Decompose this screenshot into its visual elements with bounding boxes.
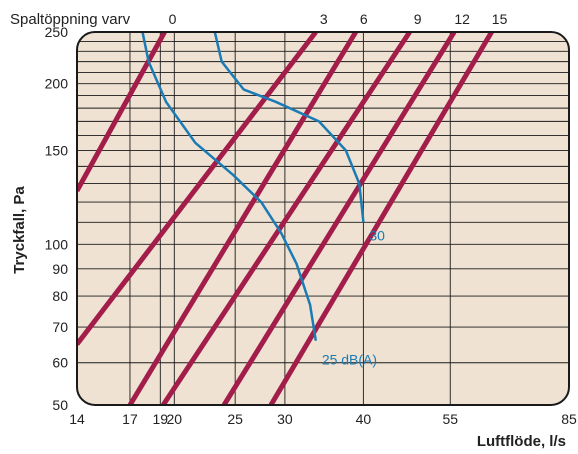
opening-title: Spaltöppning varv xyxy=(10,11,131,28)
sound-curve-0 xyxy=(141,32,318,341)
sound-curve-labels: 25 dB(A) 30 xyxy=(322,227,385,367)
y-tick-150: 150 xyxy=(45,142,69,158)
opening-line-9 xyxy=(161,32,412,405)
y-tick-70: 70 xyxy=(52,319,68,335)
x-tick-30: 30 xyxy=(277,411,293,427)
opening-line-12 xyxy=(221,32,457,405)
sound-curve-1 xyxy=(213,32,365,223)
opening-label-6: 6 xyxy=(360,11,368,27)
plot-background xyxy=(77,32,569,405)
x-tick-40: 40 xyxy=(356,411,372,427)
y-tick-60: 60 xyxy=(52,355,68,371)
sound-curve-label-0: 25 dB(A) xyxy=(322,352,377,368)
x-tick-19: 19 xyxy=(153,411,169,427)
sound-curves xyxy=(141,32,365,341)
x-tick-14: 14 xyxy=(69,411,85,427)
y-tick-80: 80 xyxy=(52,288,68,304)
x-tick-25: 25 xyxy=(227,411,243,427)
opening-label-12: 12 xyxy=(454,11,470,27)
y-tick-labels: 50 60 70 80 90 100 150 200 250 xyxy=(45,24,69,413)
plot-border xyxy=(76,31,570,406)
opening-line-0 xyxy=(77,32,167,193)
horizontal-grid xyxy=(77,32,569,405)
y-tick-200: 200 xyxy=(45,76,69,92)
opening-labels: 0 3 6 9 12 15 xyxy=(169,11,508,27)
sound-curve-label-1: 30 xyxy=(369,227,385,243)
opening-label-0: 0 xyxy=(169,11,177,27)
x-axis-title: Luftflöde, l/s xyxy=(477,433,566,450)
opening-line-3 xyxy=(77,32,318,346)
x-tick-17: 17 xyxy=(122,411,138,427)
opening-label-3: 3 xyxy=(320,11,328,27)
opening-label-9: 9 xyxy=(414,11,422,27)
y-tick-90: 90 xyxy=(52,261,68,277)
opening-lines xyxy=(77,32,494,405)
opening-line-6 xyxy=(127,32,358,405)
y-tick-50: 50 xyxy=(52,397,68,413)
opening-label-15: 15 xyxy=(492,11,508,27)
y-tick-100: 100 xyxy=(45,236,69,252)
opening-line-15 xyxy=(268,32,494,405)
y-tick-250: 250 xyxy=(45,24,69,40)
x-tick-55: 55 xyxy=(442,411,458,427)
y-axis-title: Tryckfall, Pa xyxy=(11,186,28,274)
x-tick-20: 20 xyxy=(167,411,183,427)
x-tick-85: 85 xyxy=(561,411,577,427)
